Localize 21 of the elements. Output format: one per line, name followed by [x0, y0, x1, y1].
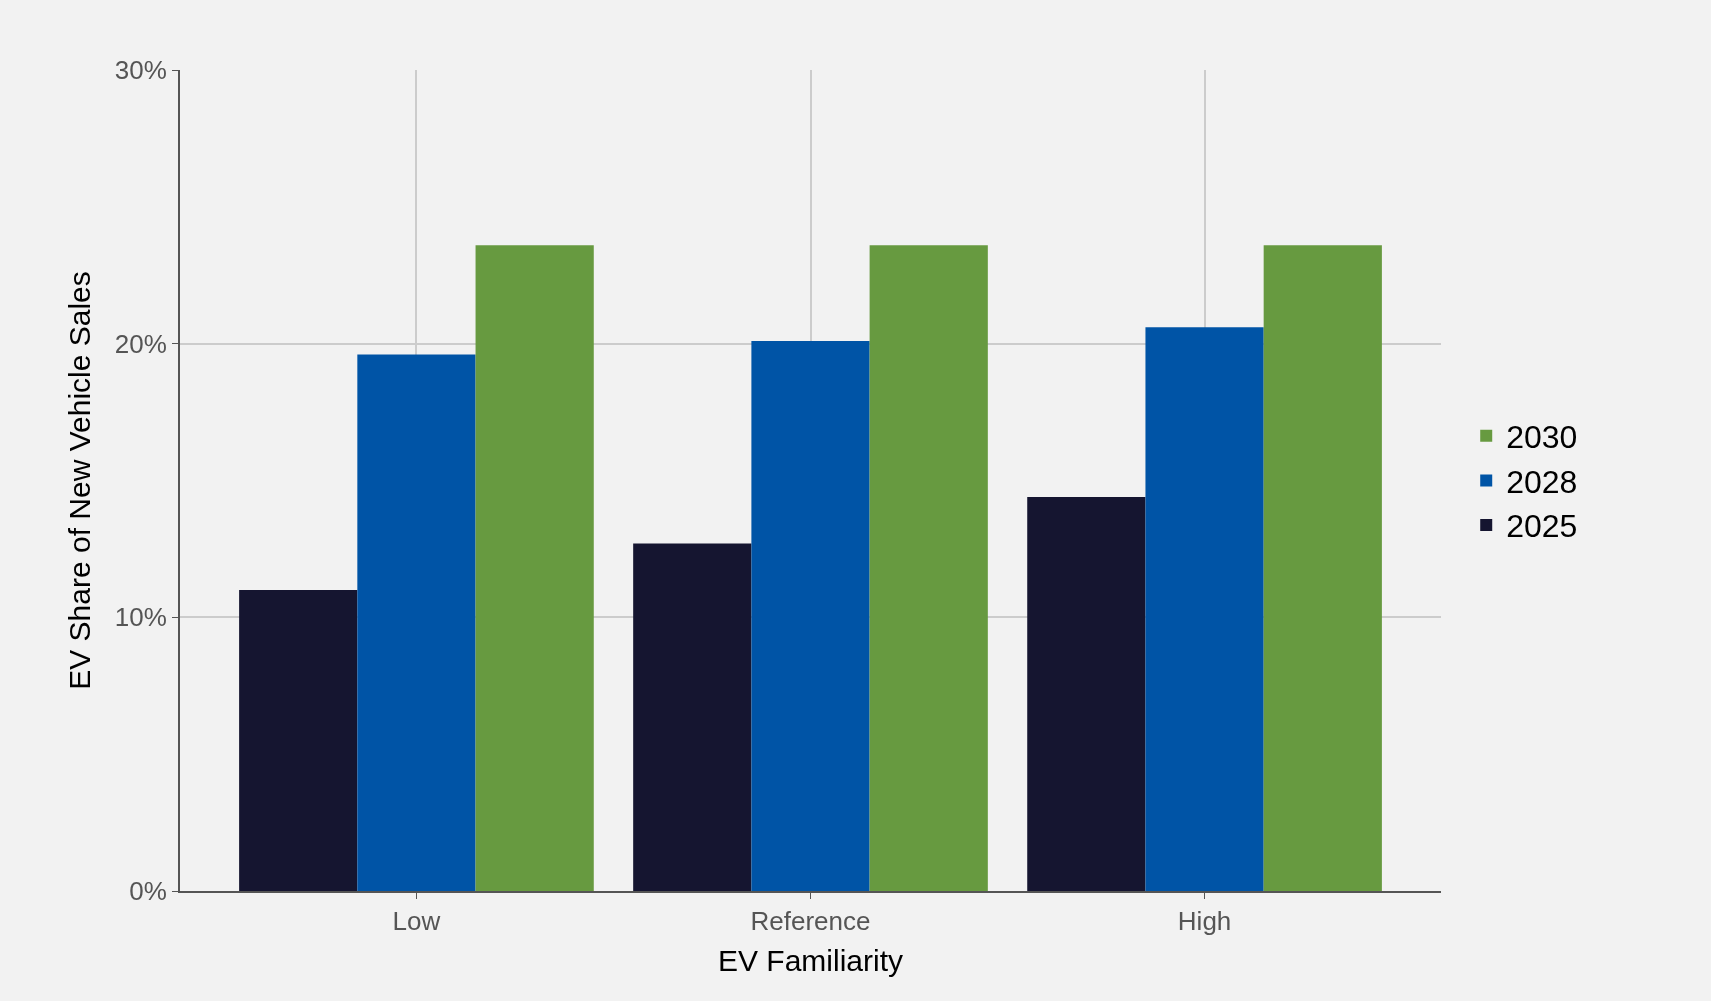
bar: [1263, 245, 1382, 891]
bar: [633, 543, 752, 891]
bar: [1145, 327, 1264, 891]
bar: [751, 340, 870, 891]
x-tick-label: Low: [392, 906, 441, 937]
legend-label: 2025: [1506, 508, 1578, 545]
bar: [475, 245, 594, 891]
legend-label: 2028: [1506, 463, 1578, 500]
y-tick-label: 30%: [114, 55, 167, 86]
bar: [357, 354, 476, 891]
x-tick-label: Reference: [750, 906, 871, 937]
bar: [1027, 496, 1146, 891]
x-axis-title: EV Familiarity: [717, 944, 904, 978]
bar: [869, 245, 988, 891]
y-axis-title: EV Share of New Vehicle Sales: [63, 271, 97, 690]
bar: [239, 589, 358, 891]
y-tick-label: 10%: [114, 602, 167, 633]
legend-label: 2030: [1506, 419, 1578, 456]
y-tick-label: 0%: [129, 876, 167, 907]
x-tick-label: High: [1177, 906, 1232, 937]
y-tick-label: 20%: [114, 328, 167, 359]
